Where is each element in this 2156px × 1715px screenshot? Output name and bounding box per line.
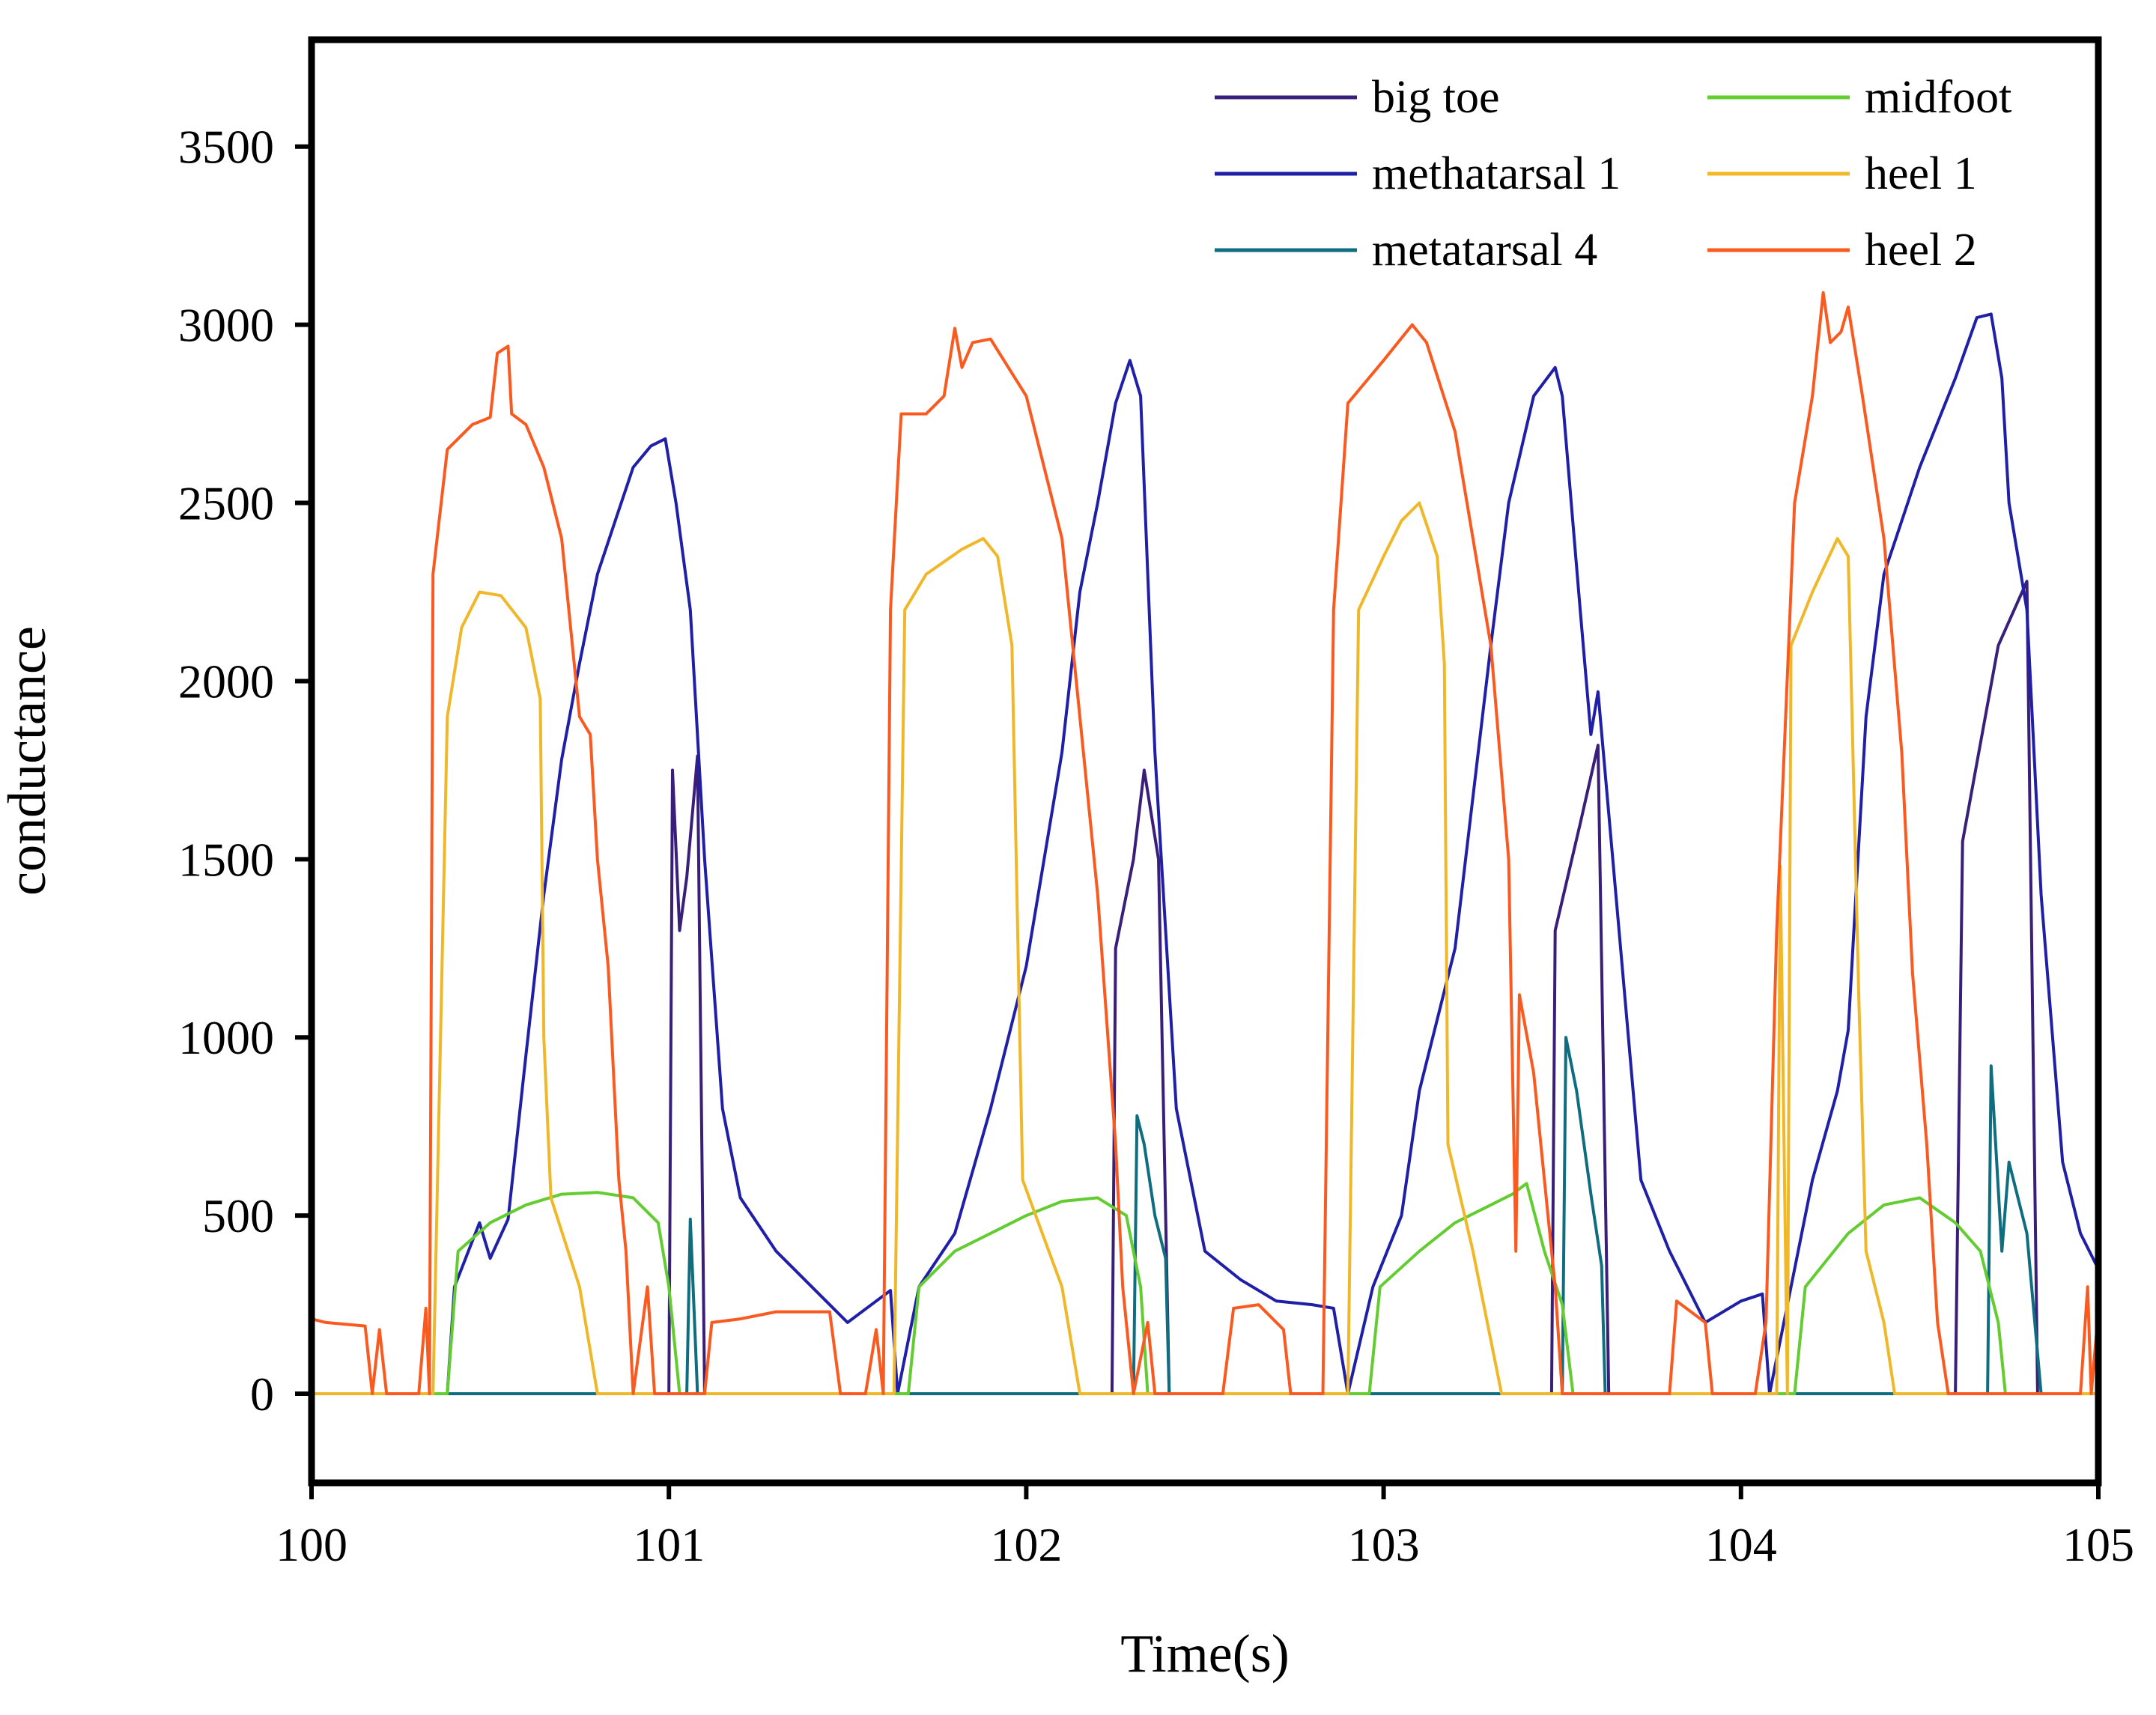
legend: big toe methatarsal 1 metatarsal 4 midfoot h… bbox=[1215, 72, 2011, 276]
legend-label-midfoot: midfoot bbox=[1865, 72, 2011, 123]
x-tick-label: 105 bbox=[2062, 1518, 2134, 1571]
series-line-metatarsal-4 bbox=[310, 1036, 2100, 1395]
x-tick-label: 104 bbox=[1705, 1518, 1777, 1571]
y-tick-label: 3000 bbox=[178, 299, 274, 352]
y-tick-label: 3500 bbox=[178, 121, 274, 174]
legend-label-metatarsal-4: metatarsal 4 bbox=[1372, 225, 1597, 276]
y-tick-label: 1000 bbox=[178, 1011, 274, 1064]
x-tick-label: 103 bbox=[1348, 1518, 1420, 1571]
x-axis-ticks: 100 101 102 103 104 105 bbox=[276, 1483, 2134, 1571]
series-layer bbox=[310, 291, 2100, 1395]
y-tick-label: 500 bbox=[202, 1189, 274, 1242]
y-axis-label: conductance bbox=[0, 626, 57, 896]
series-line-methatarsal-1 bbox=[310, 312, 2100, 1395]
series-line-big-toe bbox=[310, 580, 2100, 1395]
series-line-heel-2 bbox=[310, 291, 2100, 1395]
legend-label-heel-2: heel 2 bbox=[1865, 225, 1977, 276]
legend-label-big-toe: big toe bbox=[1372, 72, 1499, 123]
y-tick-label: 2500 bbox=[178, 477, 274, 530]
series-line-heel-1 bbox=[310, 501, 2100, 1395]
y-tick-label: 1500 bbox=[178, 833, 274, 886]
legend-label-methatarsal-1: methatarsal 1 bbox=[1372, 148, 1621, 199]
x-tick-label: 100 bbox=[276, 1518, 347, 1571]
x-tick-label: 102 bbox=[990, 1518, 1062, 1571]
x-axis-label: Time(s) bbox=[1120, 1624, 1289, 1684]
x-tick-label: 101 bbox=[633, 1518, 705, 1571]
legend-label-heel-1: heel 1 bbox=[1865, 148, 1977, 199]
y-tick-label: 0 bbox=[250, 1368, 274, 1421]
y-axis-ticks: 0 500 1000 1500 2000 2500 3000 3500 bbox=[178, 121, 312, 1421]
y-tick-label: 2000 bbox=[178, 655, 274, 708]
plot-frame bbox=[308, 36, 2102, 1487]
